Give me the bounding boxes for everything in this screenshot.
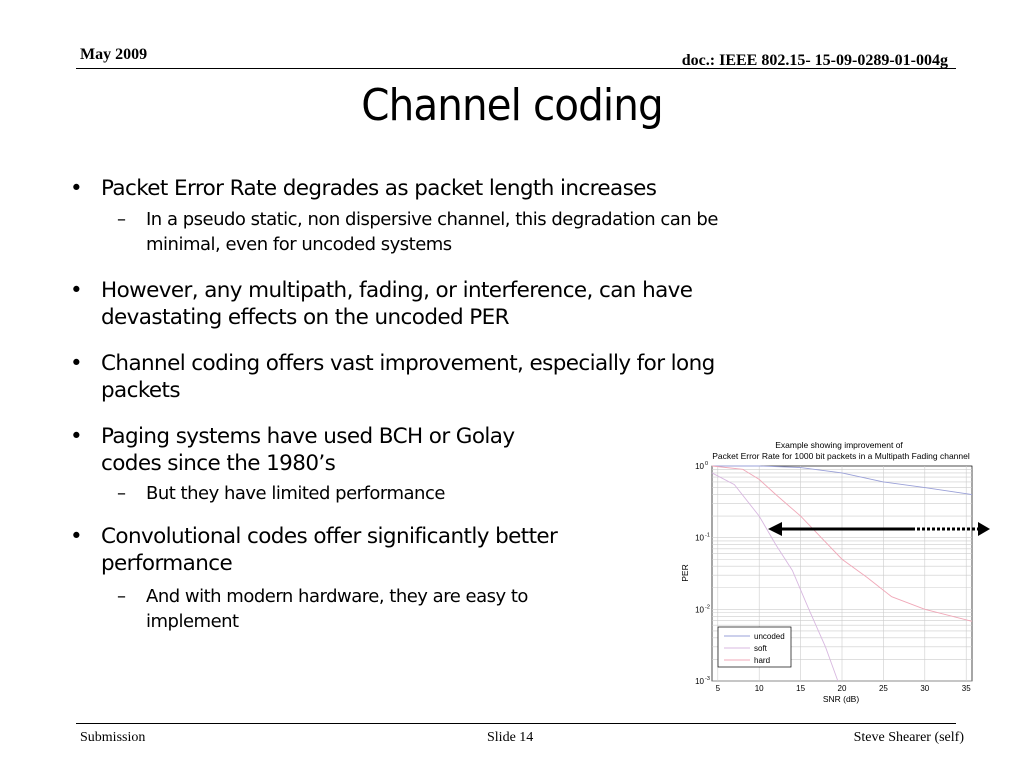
footer-author: Steve Shearer (self) xyxy=(853,730,964,745)
footer-rule xyxy=(76,723,956,724)
sub-bullet: – In a pseudo static, non dispersive chan… xyxy=(117,209,718,255)
x-tick-label: 25 xyxy=(879,684,888,693)
bullet: • Packet Error Rate degrades as packet le… xyxy=(70,176,657,201)
x-tick-label: 10 xyxy=(755,684,764,693)
range-arrow xyxy=(768,522,990,536)
bullet: • Channel coding offers vast improvement,… xyxy=(70,351,715,403)
y-tick-label: 10 xyxy=(695,677,704,686)
chart-title-line-1: Example showing improvement of xyxy=(775,440,903,450)
series-line-soft xyxy=(711,472,839,682)
legend: uncoded soft hard xyxy=(717,626,792,668)
x-tick-label: 35 xyxy=(962,684,971,693)
x-axis-label: SNR (dB) xyxy=(823,694,860,704)
bullet: • However, any multipath, fading, or inte… xyxy=(70,278,693,330)
x-tick-label: 5 xyxy=(716,684,721,693)
series-line-uncoded xyxy=(712,465,973,495)
y-tick-label: 10 xyxy=(695,462,704,471)
series-line-hard xyxy=(711,465,973,622)
y-tick-label: 10 xyxy=(695,534,704,543)
chart-title-line-2: Packet Error Rate for 1000 bit packets i… xyxy=(712,451,970,461)
legend-label-uncoded: uncoded xyxy=(754,632,785,641)
x-tick-label: 20 xyxy=(838,684,847,693)
sub-bullet: – But they have limited performance xyxy=(117,483,445,504)
y-tick-exponent: -3 xyxy=(705,676,710,682)
x-tick-label: 30 xyxy=(920,684,929,693)
arrow-left-head xyxy=(768,522,782,536)
header-doc-id: doc.: IEEE 802.15- 15-09-0289-01-004g xyxy=(681,52,948,69)
bullet: • Paging systems have used BCH or Golay c… xyxy=(70,424,515,476)
slide-title: Channel coding xyxy=(361,80,663,131)
y-axis-label: PER xyxy=(680,564,690,581)
y-tick-label: 10 xyxy=(695,605,704,614)
y-tick-exponent: -2 xyxy=(705,604,710,610)
y-tick-exponent: -1 xyxy=(705,533,710,539)
arrow-right-head xyxy=(978,522,990,536)
y-tick-exponent: 0 xyxy=(705,461,708,467)
x-tick-label: 15 xyxy=(796,684,805,693)
bullet: • Convolutional codes offer significantly… xyxy=(70,524,558,576)
sub-bullet: – And with modern hardware, they are easy… xyxy=(117,586,528,632)
footer-slide-number: Slide 14 xyxy=(487,730,534,745)
header-date: May 2009 xyxy=(80,46,148,63)
footer-submission: Submission xyxy=(80,730,146,745)
legend-label-hard: hard xyxy=(754,656,770,665)
legend-label-soft: soft xyxy=(754,644,768,653)
header-rule xyxy=(76,68,956,69)
